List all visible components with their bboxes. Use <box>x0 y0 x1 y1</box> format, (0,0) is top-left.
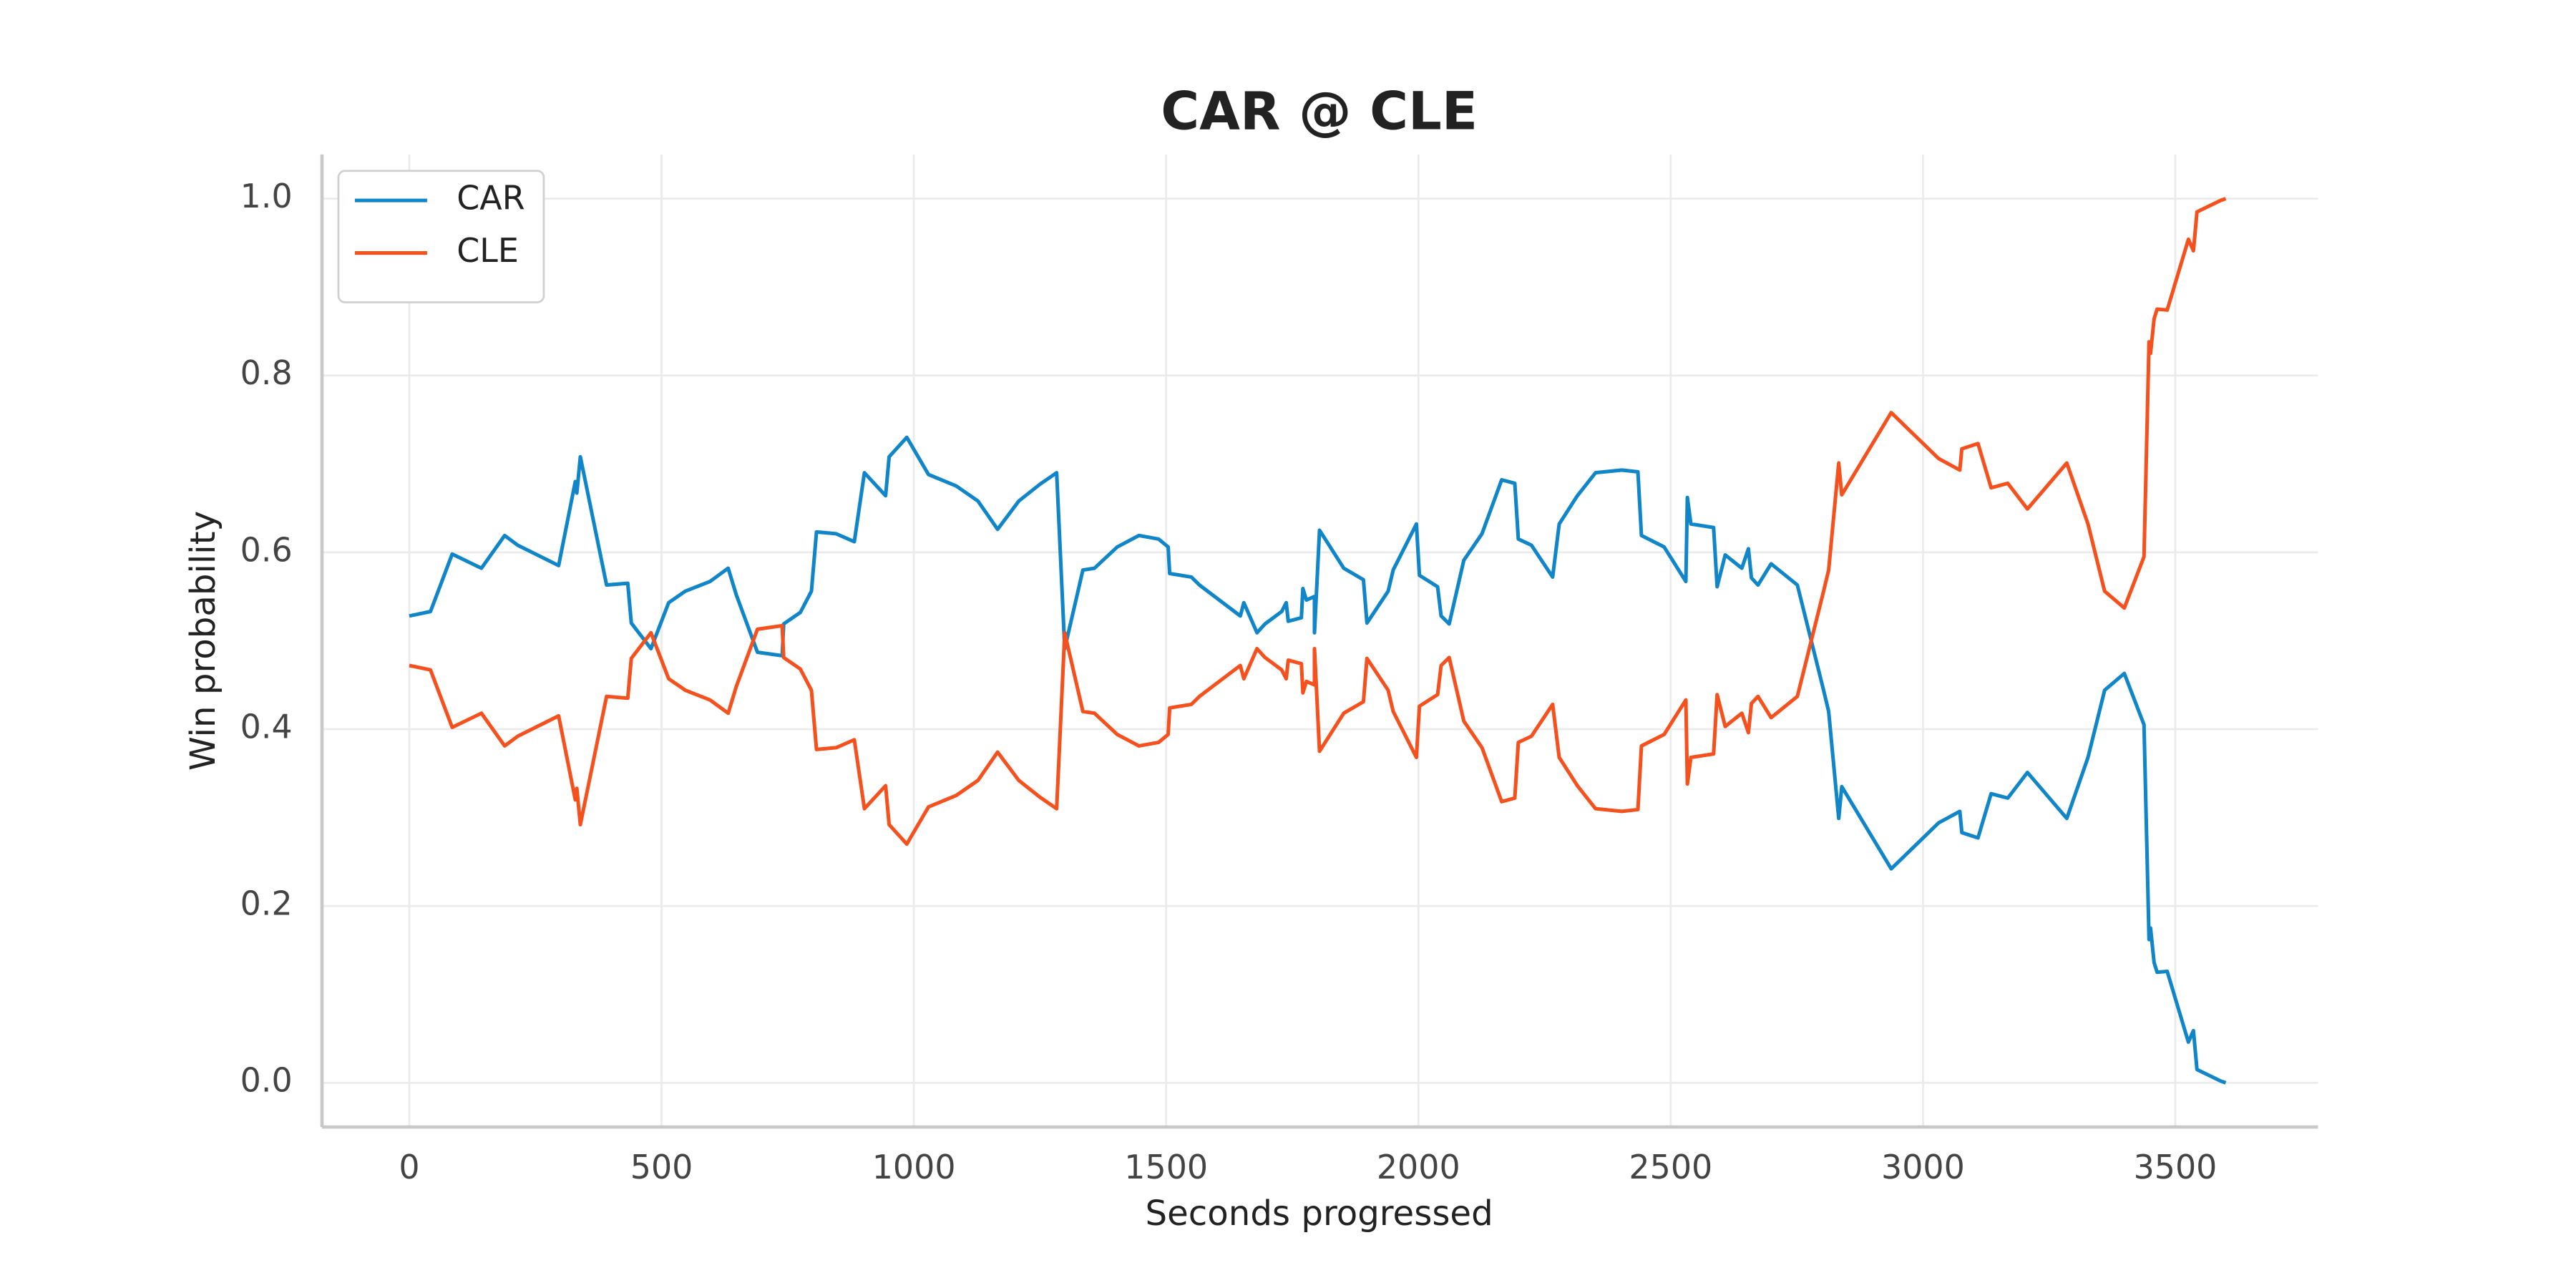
x-tick-label: 2000 <box>1377 1148 1460 1186</box>
x-tick-label: 500 <box>630 1148 693 1186</box>
y-tick-label: 0.0 <box>240 1061 293 1100</box>
legend-box <box>337 170 545 303</box>
plot-area <box>409 197 2227 1085</box>
x-tick-label: 0 <box>399 1148 419 1186</box>
x-tick-label: 3500 <box>2134 1148 2218 1186</box>
y-tick-label: 1.0 <box>240 177 293 215</box>
legend: CAR CLE <box>337 170 545 303</box>
x-tick-label: 1500 <box>1124 1148 1208 1186</box>
legend-label: CAR <box>457 179 525 218</box>
y-tick-label: 0.2 <box>240 884 293 923</box>
series-line <box>409 435 2227 1085</box>
x-tick-label: 1000 <box>872 1148 956 1186</box>
series-line <box>409 197 2227 847</box>
grid: 0 500 1000 1500 2000 2500 3000 3500 0.0 0.2 0.4 0.6… <box>240 154 2318 1186</box>
x-tick-label: 3000 <box>1881 1148 1965 1186</box>
y-tick-label: 0.6 <box>240 530 293 569</box>
legend-label: CLE <box>457 231 519 270</box>
y-tick-label: 0.8 <box>240 353 293 392</box>
y-tick-label: 0.4 <box>240 707 293 746</box>
x-axis-label: Seconds progressed <box>1146 1194 1493 1234</box>
x-tick-label: 2500 <box>1629 1148 1712 1186</box>
chart-title: CAR @ CLE <box>1161 82 1478 142</box>
y-axis-label: Win probability <box>183 511 223 771</box>
